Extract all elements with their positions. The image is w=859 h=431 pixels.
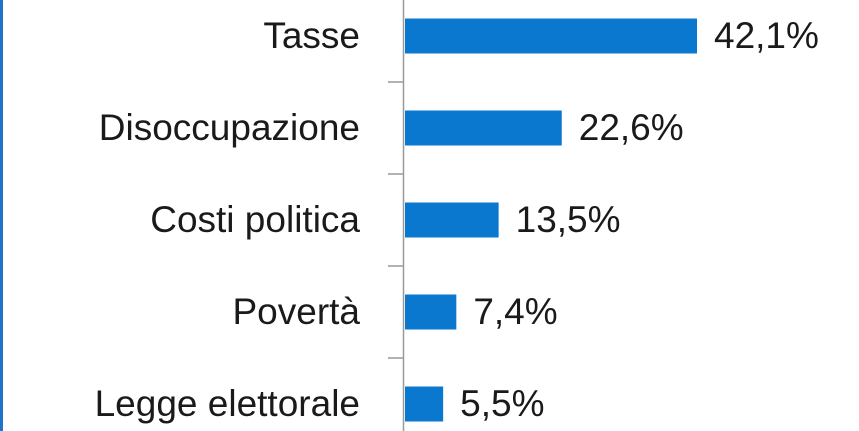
bar: [405, 110, 562, 146]
value-label: 5,5%: [460, 383, 544, 424]
category-label: Tasse: [263, 15, 360, 56]
category-label: Disoccupazione: [99, 107, 360, 148]
category-label: Povertà: [232, 291, 360, 332]
bar: [405, 294, 457, 330]
bar: [405, 202, 499, 238]
category-label: Legge elettorale: [95, 383, 360, 424]
bar: [405, 18, 697, 54]
value-label: 42,1%: [714, 15, 819, 56]
left-edge: [0, 0, 3, 431]
value-label: 7,4%: [473, 291, 557, 332]
bar: [405, 386, 444, 422]
category-label: Costi politica: [150, 199, 360, 240]
value-label: 22,6%: [579, 107, 684, 148]
value-label: 13,5%: [516, 199, 621, 240]
